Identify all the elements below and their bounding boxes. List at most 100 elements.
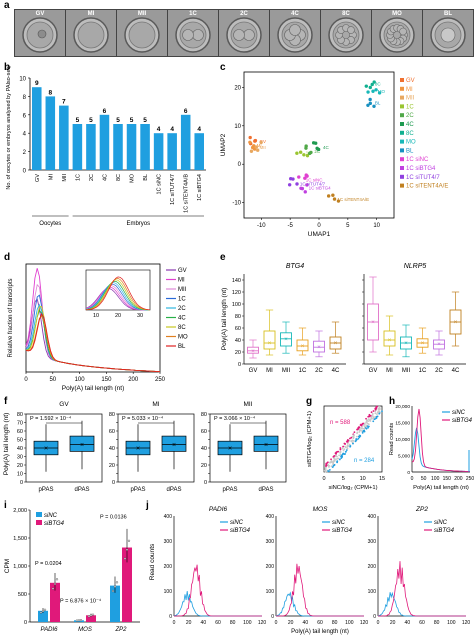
scatter-point [368, 85, 372, 90]
series-line [411, 427, 470, 472]
scatter-point [368, 97, 372, 102]
scatter-point [337, 450, 340, 453]
data-point [87, 615, 91, 618]
micrograph-image [321, 10, 371, 56]
x-tick-label: -10 [257, 223, 266, 229]
p-value: P = 0.0204 [35, 561, 62, 567]
legend-label: siNC [332, 520, 346, 526]
y-tick-label: 40 [109, 446, 115, 452]
y-tick-label: 1,000 [13, 564, 27, 570]
mean-marker: × [228, 446, 232, 453]
count-annotation-down: n = 284 [354, 458, 375, 464]
p-value: P = 1.592 × 10⁻⁴ [30, 415, 72, 422]
scatter-point [336, 460, 339, 463]
scatter-point [372, 104, 376, 108]
scatter-point [344, 453, 346, 455]
x-tick-label: 1C [419, 368, 427, 374]
y-tick-label: 20 [235, 350, 241, 356]
scatter-point [364, 84, 369, 88]
legend-label: MII [178, 287, 187, 293]
y-tick-label: 140 [232, 278, 241, 284]
x-tick-label: 100 [431, 476, 440, 482]
scatter-point [365, 427, 368, 430]
legend-swatch [400, 78, 404, 82]
x-tick-label: 150 [101, 377, 112, 383]
y-tick-label: 0 [169, 614, 172, 620]
legend-swatch [400, 113, 404, 118]
scatter-point [339, 447, 342, 449]
scatter-point [339, 448, 342, 451]
legend-label: MO [178, 335, 188, 341]
micrograph-mi: MI [65, 9, 117, 57]
x-tick-label: 1C siTUT4/7 [170, 174, 176, 205]
bar-value-label: 6 [184, 108, 188, 115]
inset-series-line [85, 281, 150, 311]
x-tick-label: 40 [201, 620, 207, 626]
legend-swatch [400, 174, 404, 179]
y-tick-label: 0 [20, 480, 23, 486]
box [161, 435, 187, 452]
scatter-point [361, 431, 364, 434]
scatter-point [298, 150, 303, 154]
gene-title: NLRP5 [404, 263, 427, 270]
x-tick-label: 250 [466, 476, 474, 482]
scatter-point [366, 420, 368, 422]
scatter-point [337, 457, 340, 460]
group-title: MI [152, 401, 159, 408]
y-tick-label: 80 [201, 412, 207, 418]
scatter-point [313, 141, 318, 145]
inset-series-line [85, 278, 151, 311]
x-tick-label: 80 [332, 620, 338, 626]
y-axis-label: Poly(A) tail length (nt) [3, 413, 10, 476]
series-line [411, 408, 470, 472]
inset-series-line [85, 279, 151, 311]
bar-value-label: 8 [48, 89, 52, 96]
x-tick-label: 1C [299, 368, 307, 374]
x-tick-label: 80 [230, 620, 236, 626]
x-tick-label: 8C [116, 174, 122, 181]
scatter-point [358, 428, 361, 431]
panel-h-line-chart: 0 5,000 10,000 15,000 20,000 siNC siBTG4 0 50 100… [389, 404, 474, 491]
mean-marker: × [172, 442, 176, 449]
y-tick-label: 10 [19, 77, 26, 83]
legend-label: siBTG4 [44, 521, 65, 527]
micrograph-stage-label: 4C [291, 11, 299, 17]
micrograph-image [219, 10, 269, 56]
inset-x-tick-label: 20 [115, 313, 121, 319]
x-tick-label: BL [143, 174, 149, 181]
y-tick-label: 100 [232, 302, 241, 308]
scatter-point [254, 145, 259, 149]
legend-label: siBTG4 [230, 528, 251, 534]
mean-marker: × [371, 320, 375, 326]
x-tick-label: 0 [173, 620, 176, 626]
scatter-point [324, 468, 327, 471]
bar [45, 96, 56, 170]
y-tick-label: 0 [112, 480, 115, 486]
x-tick-label: 2C [89, 174, 95, 181]
legend-swatch [36, 512, 42, 517]
scatter-point [368, 101, 372, 106]
panel-label-f: f [4, 396, 8, 407]
scatter-point [372, 410, 375, 412]
scatter-point [248, 135, 252, 140]
scatter-point [346, 442, 349, 445]
scatter-point [376, 413, 378, 416]
micrograph-image [423, 10, 473, 56]
scatter-point [341, 447, 344, 450]
legend-swatch [400, 139, 404, 144]
y-tick-label: 20 [17, 463, 23, 469]
scatter-point [378, 405, 381, 408]
scatter-point [342, 449, 345, 452]
y-tick-label: 60 [17, 429, 23, 435]
scatter-point [287, 183, 292, 187]
micrograph-stage-label: 2C [240, 11, 248, 17]
legend-swatch [400, 104, 404, 109]
x-axis-label: Poly(A) tail length (nt) [413, 485, 469, 491]
x-axis-label: siNC/log₂ (CPM+1) [328, 485, 377, 491]
scatter-point [332, 460, 335, 463]
legend-label: GV [178, 268, 187, 274]
x-tick-label: 1C siNC [157, 174, 163, 195]
micrograph-2c: 2C [218, 9, 270, 57]
series-line [173, 590, 262, 617]
x-axis-label: Poly(A) tail length (nt) [291, 629, 349, 635]
